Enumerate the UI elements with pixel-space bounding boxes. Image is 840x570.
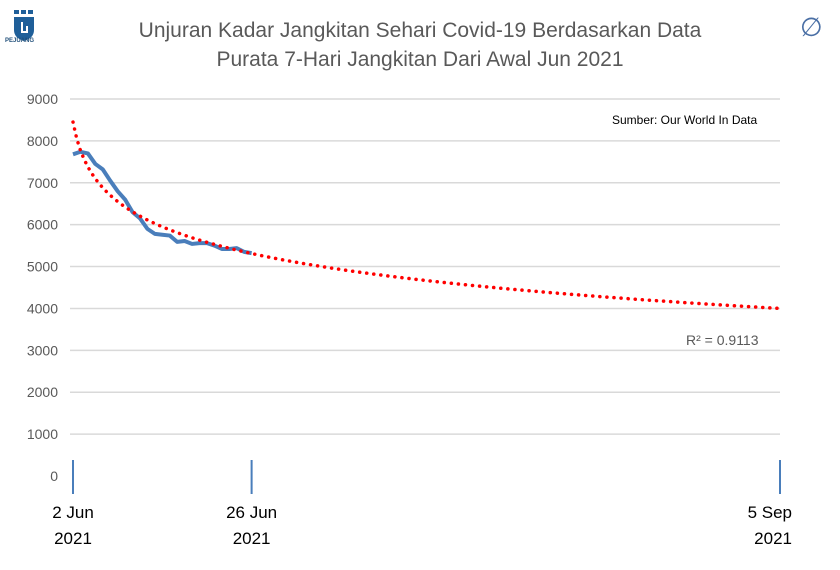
y-tick-label: 0	[50, 468, 58, 484]
x-tick-label: 5 Sep	[748, 503, 792, 522]
y-tick-label: 7000	[27, 175, 58, 191]
y-tick-label: 9000	[27, 91, 58, 107]
y-tick-label: 3000	[27, 342, 58, 358]
x-tick-label: 26 Jun	[226, 503, 277, 522]
r-squared-label: R² = 0.9113	[686, 332, 759, 348]
title-line-2: Purata 7-Hari Jangkitan Dari Awal Jun 20…	[216, 48, 624, 71]
empty-set-icon: ∅	[800, 12, 823, 42]
x-tick-label: 2 Jun	[52, 503, 94, 522]
y-tick-label: 4000	[27, 300, 58, 316]
y-tick-label: 1000	[27, 426, 58, 442]
pejuang-logo	[14, 10, 34, 41]
y-tick-label: 8000	[27, 133, 58, 149]
x-tick-year: 2021	[54, 529, 92, 548]
logo-text: PEJUANG	[5, 38, 35, 44]
chart-title: Unjuran Kadar Jangkitan Sehari Covid-19 …	[0, 16, 840, 74]
x-tick-year: 2021	[233, 529, 271, 548]
y-tick-label: 5000	[27, 259, 58, 275]
series-line	[72, 149, 252, 256]
y-tick-label: 2000	[27, 384, 58, 400]
y-tick-label: 6000	[27, 217, 58, 233]
source-annotation: Sumber: Our World In Data	[612, 113, 757, 127]
x-tick-year: 2021	[754, 529, 792, 548]
title-line-1: Unjuran Kadar Jangkitan Sehari Covid-19 …	[138, 19, 702, 42]
trendline	[71, 120, 782, 311]
